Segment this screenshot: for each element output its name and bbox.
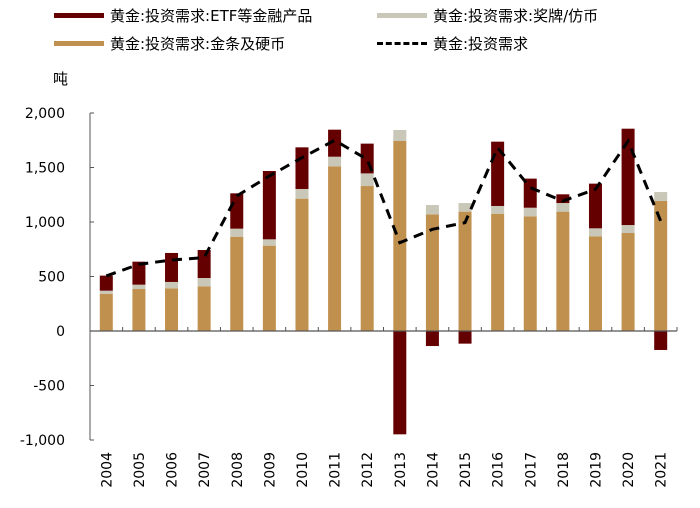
legend-label-total: 黄金:投资需求 (433, 35, 529, 53)
bar-2019 (588, 236, 602, 331)
bar-2010 (295, 147, 309, 189)
bar-2005 (132, 289, 146, 331)
bar-2020 (621, 233, 635, 331)
bar-2019 (588, 228, 602, 237)
legend-item-total: 黄金:投资需求 (377, 33, 528, 54)
y-axis-unit: 吨 (53, 70, 69, 88)
legend-swatch-etf (54, 13, 104, 18)
x-tick-label: 2014 (425, 452, 441, 488)
bar-2021 (654, 200, 668, 331)
bar-2006 (165, 281, 179, 289)
y-tick-label: -1,000 (20, 433, 65, 449)
y-tick-label: -500 (33, 379, 65, 395)
bar-2005 (132, 261, 146, 285)
bar-2009 (262, 170, 276, 240)
legend-label-etf: 黄金:投资需求:ETF等金融产品 (110, 7, 313, 25)
bar-2015 (458, 331, 472, 344)
bar-2017 (523, 216, 537, 331)
legend-item-bars-coins: 黄金:投资需求:金条及硬币 (54, 33, 285, 54)
bar-2015 (458, 211, 472, 331)
bar-2012 (360, 173, 374, 187)
bar-2007 (197, 286, 211, 331)
x-tick-label: 2010 (295, 452, 311, 488)
x-tick-label: 2004 (99, 452, 115, 488)
bar-2011 (328, 156, 342, 167)
bar-2019 (588, 183, 602, 229)
legend-swatch-bars-coins (54, 41, 104, 46)
legend-label-bars-coins: 黄金:投资需求:金条及硬币 (110, 35, 286, 53)
bar-2008 (230, 193, 244, 229)
bar-2018 (556, 194, 570, 204)
bar-2007 (197, 250, 211, 279)
bar-2015 (458, 203, 472, 212)
bar-2014 (425, 214, 439, 331)
x-tick-label: 2019 (588, 452, 604, 488)
x-tick-label: 2011 (328, 452, 344, 488)
bar-2014 (425, 204, 439, 215)
legend-swatch-total (377, 42, 427, 45)
bar-2021 (654, 331, 668, 350)
bar-2006 (165, 252, 179, 282)
x-tick-label: 2021 (654, 452, 670, 488)
x-tick-label: 2012 (360, 452, 376, 488)
bar-2013 (393, 130, 407, 142)
bar-2016 (491, 205, 505, 214)
bar-2004 (99, 275, 113, 291)
bar-2008 (230, 228, 244, 237)
x-tick-label: 2015 (458, 452, 474, 488)
y-tick-label: 0 (56, 324, 65, 340)
bar-2017 (523, 178, 537, 208)
bar-2017 (523, 207, 537, 217)
bar-2018 (556, 211, 570, 331)
x-tick-label: 2016 (491, 452, 507, 488)
bar-2010 (295, 198, 309, 331)
bar-2014 (425, 331, 439, 347)
y-tick-label: 1,500 (25, 161, 65, 177)
bar-2009 (262, 245, 276, 331)
y-tick-label: 2,000 (25, 106, 65, 122)
bar-2011 (328, 129, 342, 157)
x-tick-label: 2020 (621, 452, 637, 488)
line-total-investment (105, 137, 663, 278)
bar-2013 (393, 331, 407, 435)
x-tick-label: 2005 (132, 452, 148, 488)
bar-2007 (197, 278, 211, 287)
bar-2011 (328, 166, 342, 331)
bar-2005 (132, 284, 146, 290)
bar-2013 (393, 141, 407, 331)
bar-2010 (295, 188, 309, 199)
x-tick-label: 2007 (197, 452, 213, 488)
bar-2004 (99, 293, 113, 331)
bar-2016 (491, 213, 505, 331)
x-tick-label: 2013 (393, 452, 409, 488)
legend-item-etf: 黄金:投资需求:ETF等金融产品 (54, 5, 312, 26)
x-tick-label: 2006 (165, 452, 181, 488)
y-tick-label: 1,000 (25, 215, 65, 231)
bar-2018 (556, 203, 570, 212)
legend-label-medals: 黄金:投资需求:奖牌/仿币 (433, 7, 599, 25)
bar-2020 (621, 225, 635, 234)
bar-2021 (654, 192, 668, 201)
y-tick-label: 500 (38, 270, 65, 286)
bar-2006 (165, 288, 179, 331)
x-tick-label: 2009 (262, 452, 278, 488)
bar-2004 (99, 290, 113, 294)
legend-swatch-medals (377, 13, 427, 18)
x-tick-label: 2017 (523, 452, 539, 488)
bar-2009 (262, 239, 276, 246)
x-tick-label: 2018 (556, 452, 572, 488)
bar-2008 (230, 236, 244, 331)
legend-item-medals: 黄金:投资需求:奖牌/仿币 (377, 5, 598, 26)
x-tick-label: 2008 (230, 452, 246, 488)
bar-2012 (360, 186, 374, 331)
